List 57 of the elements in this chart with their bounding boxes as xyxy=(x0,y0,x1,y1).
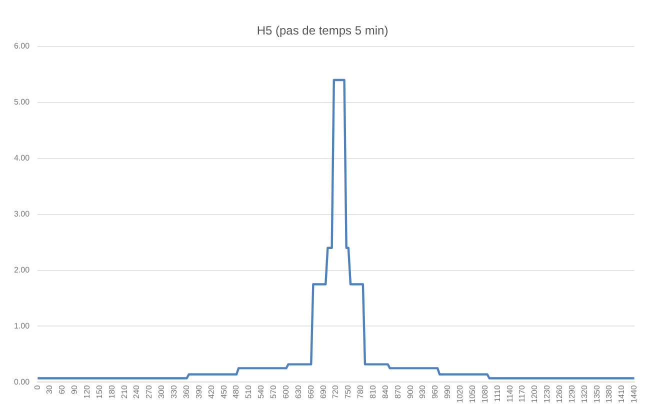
x-tick-label: 1050 xyxy=(468,384,477,403)
x-tick-label: 840 xyxy=(380,384,390,399)
x-tick-label: 1320 xyxy=(580,384,589,403)
x-tick-label: 660 xyxy=(306,384,316,399)
x-tick-label: 210 xyxy=(120,384,129,399)
x-tick-label: 1230 xyxy=(542,384,552,403)
x-tick-label: 150 xyxy=(94,384,104,399)
x-tick-label: 750 xyxy=(344,384,353,399)
x-tick-label: 360 xyxy=(182,384,191,399)
x-tick-label: 1440 xyxy=(630,384,639,403)
x-tick-label: 1260 xyxy=(555,384,564,403)
x-tick-label: 870 xyxy=(393,384,402,399)
x-tick-label: 600 xyxy=(281,384,290,399)
x-tick-label: 720 xyxy=(331,384,340,399)
x-tick-label: 60 xyxy=(58,384,67,394)
x-tick-label: 510 xyxy=(244,384,254,399)
y-tick-label: 5.00 xyxy=(14,98,30,107)
x-tick-label: 630 xyxy=(294,384,303,399)
x-tick-label: 420 xyxy=(206,384,216,399)
x-tick-label: 1380 xyxy=(604,384,614,403)
x-tick-label: 780 xyxy=(356,384,366,399)
x-tick-label: 930 xyxy=(418,384,428,399)
x-tick-label: 1020 xyxy=(456,384,465,403)
x-tick-label: 1170 xyxy=(518,384,527,402)
x-tick-label: 1140 xyxy=(505,384,514,402)
x-tick-label: 1410 xyxy=(617,384,626,403)
x-tick-label: 180 xyxy=(107,384,116,399)
x-tick-label: 900 xyxy=(406,384,415,399)
x-tick-label: 30 xyxy=(45,384,54,394)
x-tick-label: 330 xyxy=(170,384,179,399)
x-tick-label: 120 xyxy=(82,384,92,399)
y-tick-label: 3.00 xyxy=(14,210,30,219)
x-tick-label: 810 xyxy=(368,384,378,399)
x-tick-label: 0 xyxy=(32,384,42,390)
chart-title: H5 (pas de temps 5 min) xyxy=(256,24,388,38)
y-tick-label: 2.00 xyxy=(14,265,30,274)
y-tick-label: 1.00 xyxy=(14,321,30,330)
x-tick-label: 480 xyxy=(232,384,241,399)
y-tick-label: 6.00 xyxy=(14,42,30,51)
x-tick-label: 1080 xyxy=(480,384,490,403)
x-tick-label: 90 xyxy=(70,384,80,394)
x-tick-label: 270 xyxy=(144,384,154,399)
x-tick-label: 570 xyxy=(269,384,278,399)
y-tick-label: 4.00 xyxy=(14,154,30,163)
x-tick-label: 960 xyxy=(430,384,440,399)
x-tick-label: 990 xyxy=(443,384,452,399)
x-tick-label: 540 xyxy=(256,384,266,399)
x-tick-label: 300 xyxy=(157,384,166,399)
x-tick-label: 240 xyxy=(132,384,142,399)
y-tick-label: 0.00 xyxy=(14,377,30,386)
x-tick-label: 1110 xyxy=(492,384,502,402)
x-tick-label: 450 xyxy=(219,384,228,399)
x-tick-label: 390 xyxy=(194,384,204,399)
x-tick-label: 690 xyxy=(318,384,328,399)
x-tick-label: 1290 xyxy=(567,384,576,403)
x-tick-label: 1200 xyxy=(530,384,540,403)
x-tick-label: 1350 xyxy=(592,384,602,403)
